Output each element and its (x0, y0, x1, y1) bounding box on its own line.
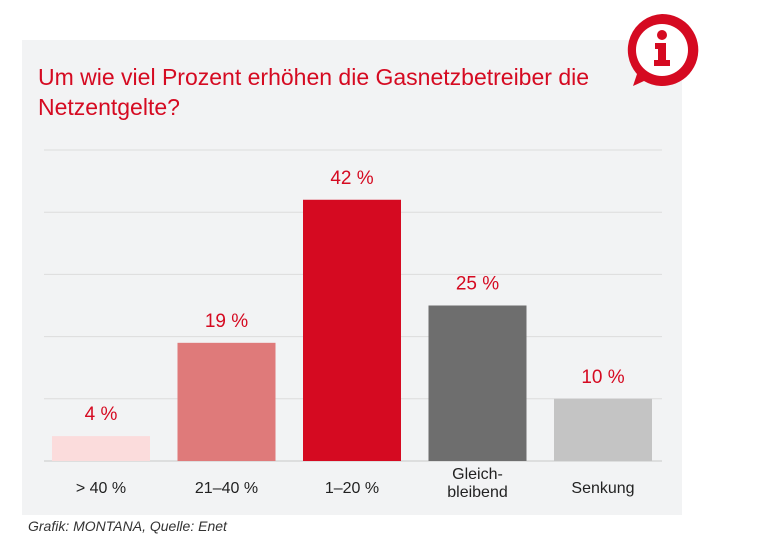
tick-label: Gleich-bleibend (447, 466, 508, 501)
bar (52, 436, 150, 461)
data-label: 19 % (205, 311, 248, 332)
data-label: 42 % (330, 168, 373, 189)
data-label: 25 % (456, 274, 499, 295)
tick-label: 1–20 % (325, 480, 379, 497)
bar (177, 342, 276, 461)
tick-label: 21–40 % (195, 480, 258, 497)
bar (554, 398, 652, 461)
data-label: 10 % (581, 367, 624, 388)
info-speech-bubble-icon (627, 13, 699, 87)
tick-label: > 40 % (76, 480, 126, 497)
source-credit: Grafik: MONTANA, Quelle: Enet (28, 518, 227, 534)
chart-title: Um wie viel Prozent erhöhen die Gasnetzb… (38, 64, 590, 120)
data-label: 4 % (85, 404, 118, 425)
bar (303, 199, 401, 461)
bar (428, 305, 527, 461)
tick-label: Senkung (571, 480, 634, 497)
